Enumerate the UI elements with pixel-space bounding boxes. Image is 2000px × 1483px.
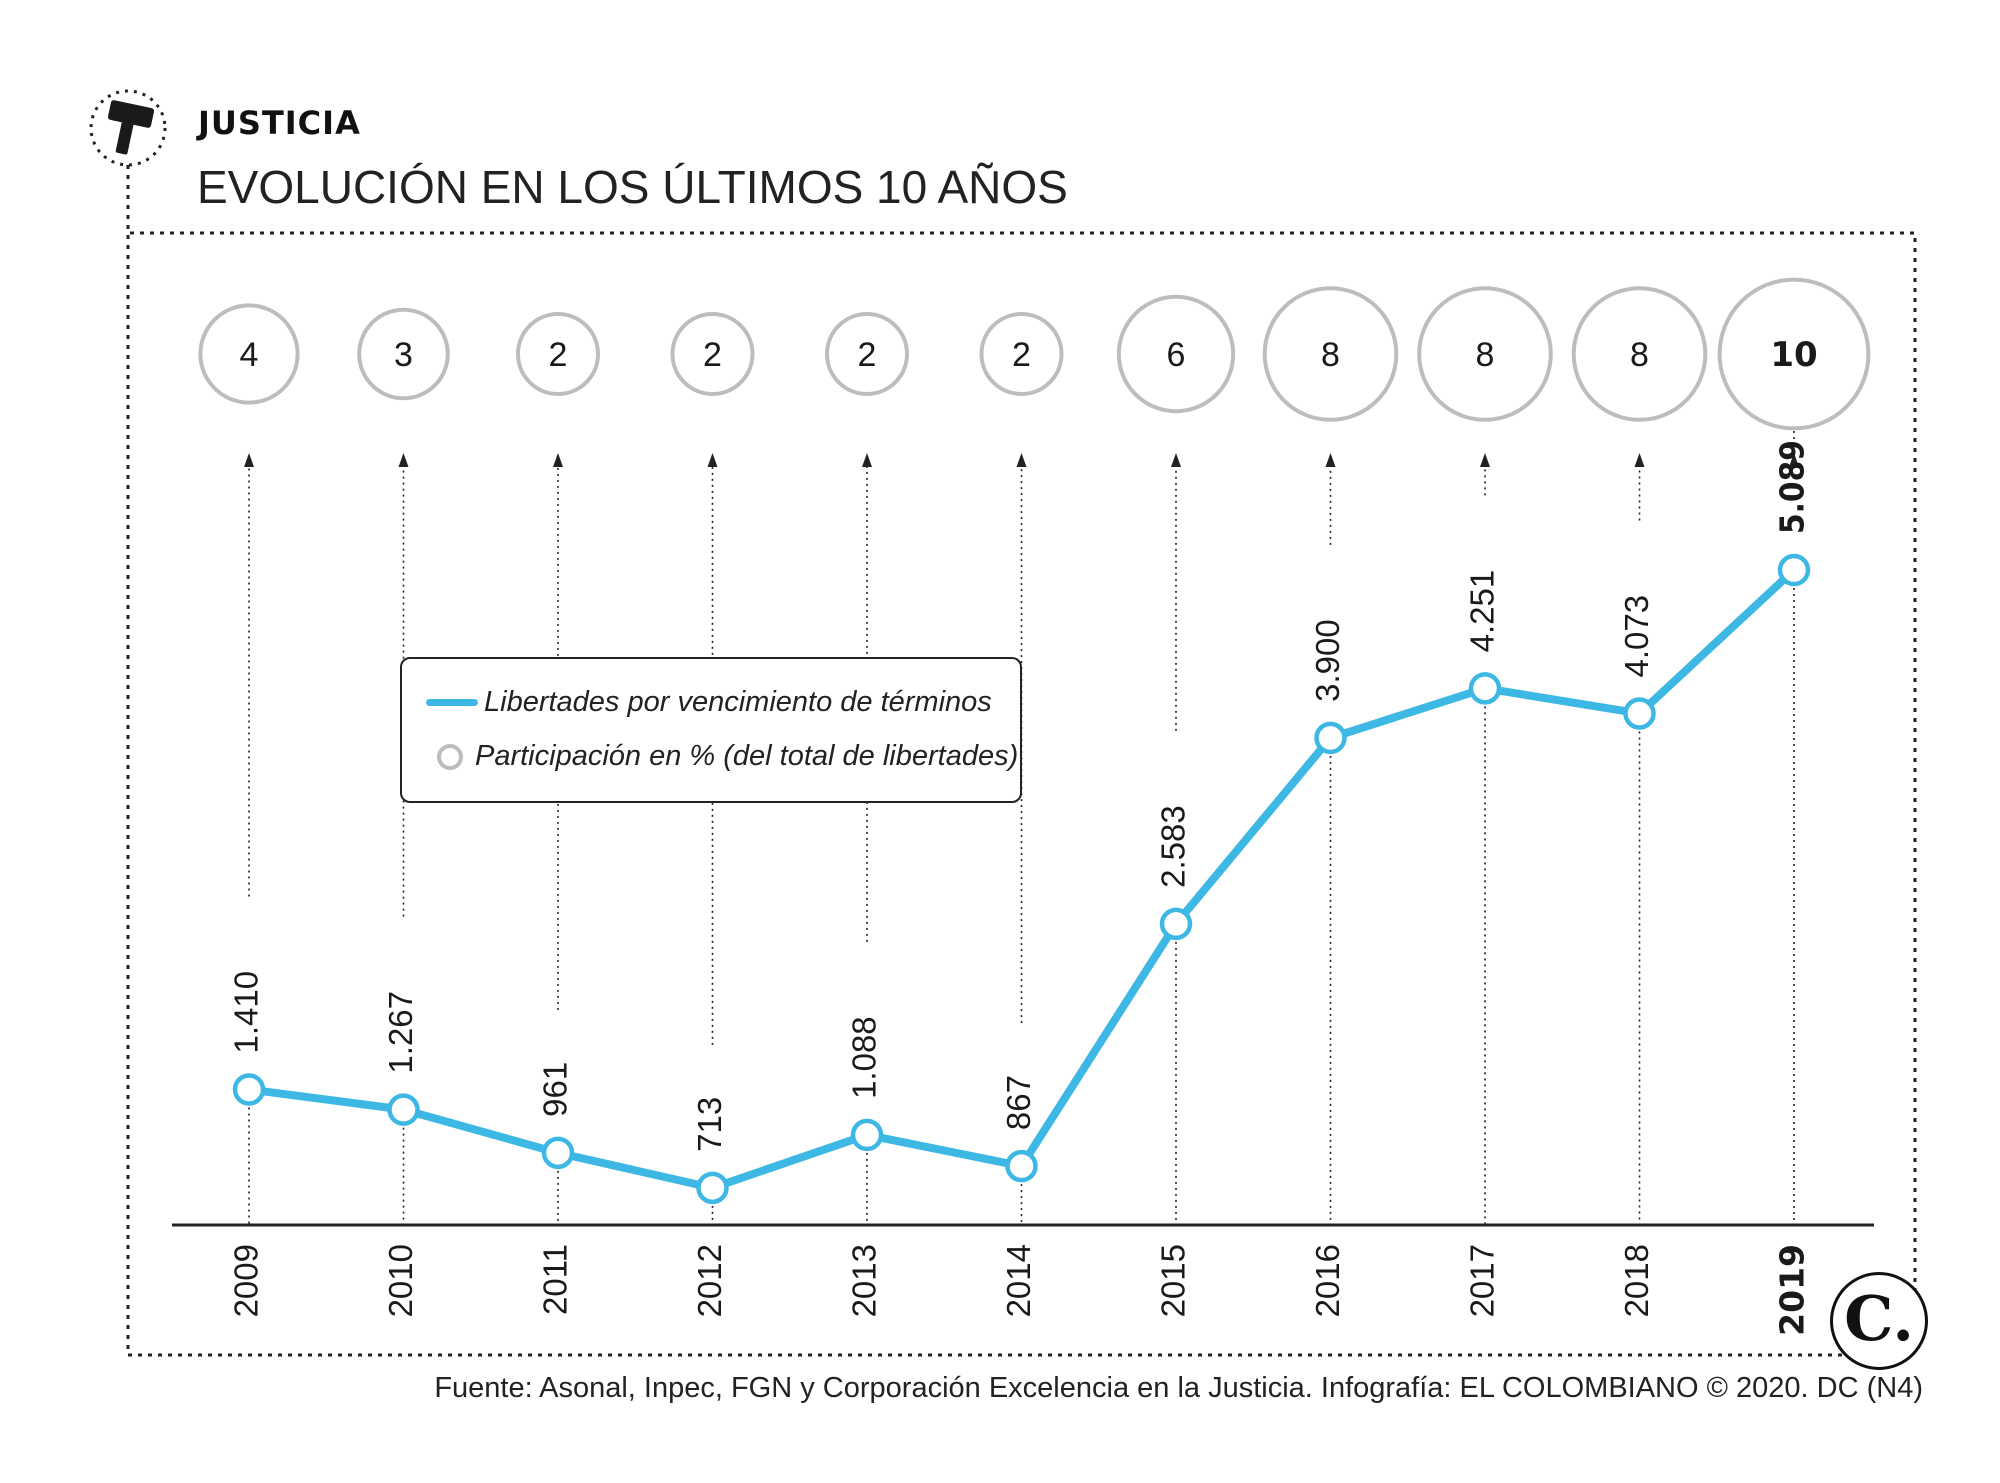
value-label-2017: 4.251 <box>1464 570 1501 653</box>
year-label-2018: 2018 <box>1618 1244 1655 1317</box>
participation-label-2011: 2 <box>549 336 568 374</box>
source-note: Fuente: Asonal, Inpec, FGN y Corporación… <box>434 1372 1923 1404</box>
arrow-head-2016 <box>1325 453 1336 467</box>
participation-bubble-2011 <box>516 312 600 396</box>
brand-logo: C. <box>1830 1272 1928 1370</box>
year-label-2014: 2014 <box>1000 1244 1037 1317</box>
year-label-2017: 2017 <box>1464 1244 1501 1317</box>
value-label-2013: 1.088 <box>846 1016 883 1099</box>
data-point-2016 <box>1314 721 1347 755</box>
data-point-2011 <box>541 1136 575 1170</box>
data-point-2009 <box>232 1073 266 1106</box>
frame-border <box>126 165 1917 1357</box>
value-label-2014: 867 <box>1000 1075 1037 1130</box>
year-label-2016: 2016 <box>1309 1244 1346 1317</box>
participation-label-2009: 4 <box>240 336 259 374</box>
participation-bubble-2017 <box>1417 286 1553 422</box>
year-label-2011: 2011 <box>537 1244 574 1315</box>
arrow-head-2014 <box>1016 453 1027 467</box>
value-label-2016: 3.900 <box>1309 619 1346 702</box>
participation-bubble-2009 <box>198 303 300 405</box>
value-label-2009: 1.410 <box>228 971 265 1054</box>
participation-label-2010: 3 <box>394 336 413 374</box>
year-label-2009: 2009 <box>228 1244 265 1317</box>
year-label-2010: 2010 <box>382 1244 419 1317</box>
participation-bubble-2013 <box>825 312 909 396</box>
data-point-2017 <box>1468 672 1502 705</box>
data-point-2010 <box>387 1093 420 1126</box>
section-title: JUSTICIA <box>198 104 361 142</box>
participation-label-2012: 2 <box>703 336 722 374</box>
arrow-head-2010 <box>398 453 409 467</box>
data-point-2018 <box>1623 697 1656 730</box>
participation-bubble-2010 <box>357 307 450 401</box>
year-label-2012: 2012 <box>691 1244 728 1317</box>
value-label-2018: 4.073 <box>1618 595 1655 678</box>
legend-item-circle: Participación en % (del total de liberta… <box>402 740 1018 773</box>
participation-bubble-2018 <box>1571 286 1708 422</box>
value-label-2019: 5.089 <box>1773 440 1812 534</box>
participation-label-2016: 8 <box>1321 336 1340 374</box>
legend-circle-label: Participación en % (del total de liberta… <box>475 740 1019 772</box>
legend-item-line: Libertades por vencimiento de términos <box>402 686 992 719</box>
data-point-2014 <box>1005 1149 1038 1183</box>
year-label-2019: 2019 <box>1773 1244 1812 1336</box>
year-label-2013: 2013 <box>846 1244 883 1317</box>
participation-bubble-2016 <box>1262 286 1399 422</box>
value-label-2015: 2.583 <box>1155 805 1192 888</box>
value-label-2010: 1.267 <box>382 991 419 1074</box>
participation-bubble-2019 <box>1717 277 1871 431</box>
data-point-2015 <box>1159 907 1193 941</box>
legend-line-label: Libertades por vencimiento de términos <box>484 686 992 718</box>
arrow-head-2012 <box>707 453 718 467</box>
chart-legend: Libertades por vencimiento de términos P… <box>400 657 1022 803</box>
participation-label-2013: 2 <box>858 336 877 374</box>
participation-bubble-2014 <box>979 312 1064 396</box>
data-point-2019 <box>1777 553 1811 587</box>
participation-label-2014: 2 <box>1012 336 1031 374</box>
arrow-head-2015 <box>1171 453 1181 467</box>
participation-label-2018: 8 <box>1630 336 1649 374</box>
gavel-icon <box>89 89 167 167</box>
participation-label-2019: 10 <box>1770 335 1817 375</box>
participation-bubble-2012 <box>670 312 755 396</box>
value-label-2012: 713 <box>691 1097 728 1152</box>
page-title: EVOLUCIÓN EN LOS ÚLTIMOS 10 AÑOS <box>197 161 1068 213</box>
participation-label-2015: 6 <box>1167 336 1186 374</box>
arrow-head-2018 <box>1634 453 1645 467</box>
arrow-head-2013 <box>862 453 872 467</box>
arrow-head-2011 <box>553 453 563 467</box>
participation-label-2017: 8 <box>1476 336 1495 374</box>
arrow-head-2009 <box>244 453 254 467</box>
legend-line-swatch <box>426 699 478 706</box>
brand-logo-text: C. <box>1844 1282 1914 1355</box>
arrow-head-2019 <box>1789 453 1799 467</box>
value-label-2011: 961 <box>537 1062 574 1117</box>
year-label-2015: 2015 <box>1155 1244 1192 1317</box>
participation-bubble-2015 <box>1116 294 1236 414</box>
legend-circle-swatch <box>437 743 463 770</box>
arrow-head-2017 <box>1480 453 1490 467</box>
data-point-2013 <box>850 1118 884 1152</box>
data-point-2012 <box>696 1171 729 1205</box>
